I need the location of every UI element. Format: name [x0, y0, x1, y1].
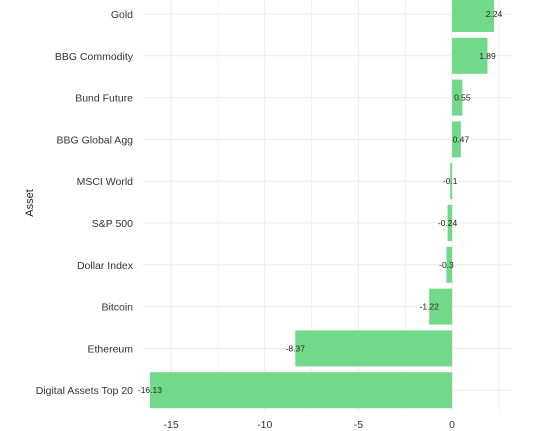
value-label: -1.22 — [420, 302, 440, 312]
bar — [149, 372, 453, 409]
bar — [429, 288, 453, 325]
tick-layer: -15 -10 -5 0 — [164, 419, 456, 431]
value-label: 2.24 — [486, 9, 503, 19]
value-label: 0.47 — [453, 134, 470, 144]
bar — [447, 205, 453, 241]
bar — [452, 0, 495, 32]
bar — [452, 37, 488, 74]
x-tick-label: 0 — [449, 419, 455, 431]
value-label: 0.55 — [454, 93, 471, 103]
category-label: Ethereum — [87, 343, 133, 355]
x-tick-label: -5 — [354, 419, 363, 431]
x-tick-label: -10 — [257, 419, 272, 431]
bar — [452, 79, 463, 116]
category-label: S&P 500 — [92, 218, 133, 230]
value-label: -8.37 — [286, 343, 306, 353]
category-label: MSCI World — [77, 176, 134, 188]
category-label: Digital Assets Top 20 — [36, 385, 133, 397]
x-tick-label: -15 — [164, 419, 179, 431]
bar — [446, 246, 453, 283]
category-label: Bund Future — [75, 93, 133, 105]
bar-layer — [149, 0, 495, 409]
category-label: Dollar Index — [77, 260, 134, 272]
value-label: -0.3 — [439, 260, 454, 270]
value-label: -0.1 — [443, 176, 458, 186]
category-label: BBG Global Agg — [57, 134, 134, 146]
bar — [450, 163, 453, 200]
label-layer: Gold 2.24 BBG Commodity 1.89 Bund Future 0.55… — [36, 9, 503, 397]
bar — [452, 121, 461, 158]
value-label: 1.89 — [479, 51, 496, 61]
value-label: -16.13 — [138, 385, 162, 395]
value-label: -0.24 — [438, 218, 458, 228]
bar — [295, 330, 453, 367]
y-axis-title: Asset — [24, 189, 36, 217]
category-label: Bitcoin — [101, 302, 133, 314]
category-label: Gold — [111, 9, 133, 21]
category-label: BBG Commodity — [55, 51, 134, 63]
